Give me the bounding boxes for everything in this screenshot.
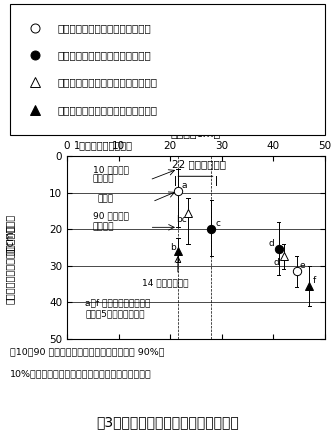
FancyBboxPatch shape xyxy=(10,4,325,135)
Text: d: d xyxy=(274,258,279,267)
Text: 危険率5％で有意差あり: 危険率5％で有意差あり xyxy=(85,309,145,319)
Text: 90 パーセン: 90 パーセン xyxy=(93,211,129,220)
Text: 図3　耕深と表層土埋没深さとの関係: 図3 耕深と表層土埋没深さとの関係 xyxy=(96,416,239,430)
Text: 灰色低地土普通畑・ジョインタなし: 灰色低地土普通畑・ジョインタなし xyxy=(57,77,157,88)
Text: タイル値: タイル値 xyxy=(93,222,114,231)
Text: b: b xyxy=(171,243,176,252)
Text: a～f の異なる文字間に、: a～f の異なる文字間に、 xyxy=(85,299,150,308)
Text: 平均値: 平均値 xyxy=(98,194,114,204)
Text: a: a xyxy=(181,181,187,190)
Text: d: d xyxy=(269,239,274,248)
Text: 14 インチプラウ: 14 インチプラウ xyxy=(142,278,188,287)
Text: 22 インチプラウ: 22 インチプラウ xyxy=(172,159,225,169)
Text: 表層土平均埋没深さ（cm）: 表層土平均埋没深さ（cm） xyxy=(5,225,15,305)
Text: f: f xyxy=(313,276,316,285)
Text: 黒ボク土普通畑・ジョインタなし: 黒ボク土普通畑・ジョインタなし xyxy=(57,23,151,33)
Text: 「10・90 パーセンタイル値」は、表層土の 90%と: 「10・90 パーセンタイル値」は、表層土の 90%と xyxy=(10,347,164,356)
Text: 灰色低地土普通畑・ジョインタあり: 灰色低地土普通畑・ジョインタあり xyxy=(57,105,157,115)
X-axis label: 耕　深（cm）: 耕 深（cm） xyxy=(171,129,221,139)
Text: c: c xyxy=(215,219,220,228)
Text: bc: bc xyxy=(176,214,187,224)
Text: e: e xyxy=(300,261,305,270)
Text: 耕起土沈下後の: 耕起土沈下後の xyxy=(5,214,15,255)
Text: 1区当たり３箇所測定: 1区当たり３箇所測定 xyxy=(74,140,133,151)
Text: 10%がこれ以下の深さにそれぞれ埋没されている値: 10%がこれ以下の深さにそれぞれ埋没されている値 xyxy=(10,369,152,378)
Text: 10 パーセン: 10 パーセン xyxy=(93,165,129,174)
Text: タイル値: タイル値 xyxy=(93,174,114,184)
Text: 黒ボク土普通畑・ジョインタあり: 黒ボク土普通畑・ジョインタあり xyxy=(57,50,151,60)
